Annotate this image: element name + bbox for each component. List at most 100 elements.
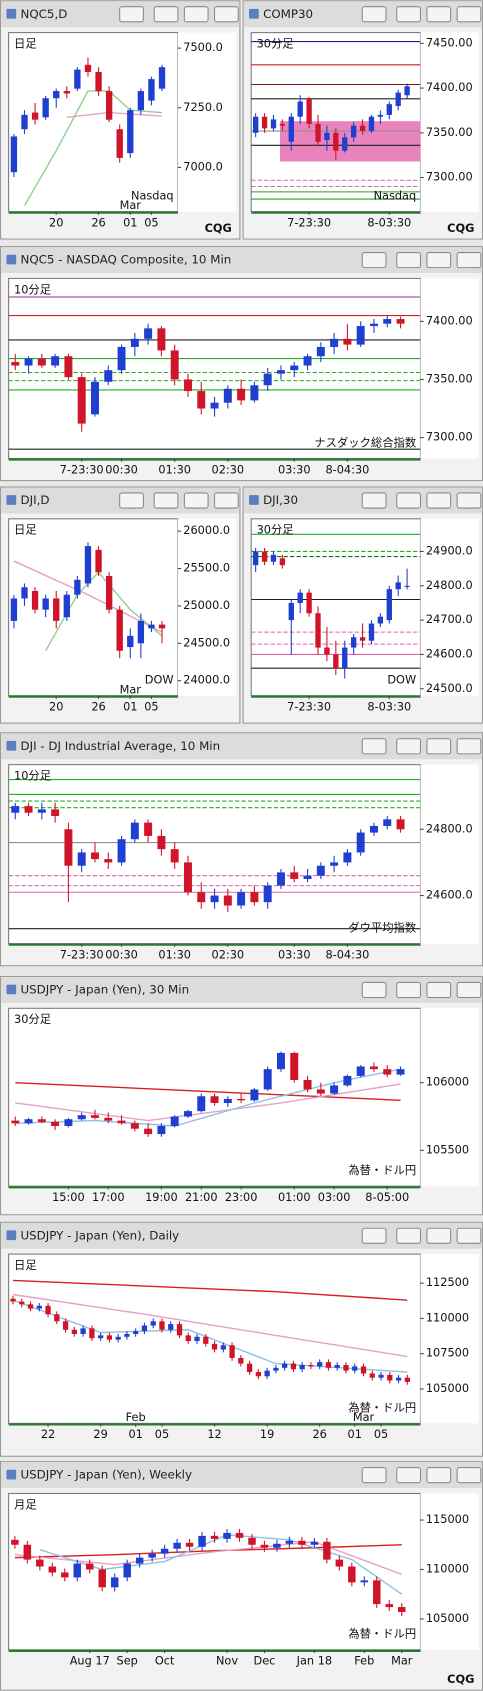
candle-body xyxy=(133,1331,139,1334)
candle-body xyxy=(252,551,259,566)
candle-body xyxy=(263,373,272,386)
window-button[interactable] xyxy=(396,981,422,999)
window-button[interactable] xyxy=(456,492,482,509)
candle-body xyxy=(368,623,375,641)
candle-body xyxy=(198,1535,206,1547)
plot-area xyxy=(8,1253,422,1424)
instrument-label: 為替・ドル円 xyxy=(348,1400,416,1414)
candle-body xyxy=(27,1304,34,1309)
link-button[interactable] xyxy=(119,6,144,23)
timeframe-label: 月足 xyxy=(14,1497,37,1511)
y-tick-label: 112500 xyxy=(426,1275,469,1289)
instrument-label: Nasdaq xyxy=(374,188,417,202)
window-button[interactable] xyxy=(153,6,179,23)
window-button[interactable] xyxy=(426,6,452,23)
candle-body xyxy=(71,1329,77,1334)
candle-body xyxy=(297,592,303,603)
window-button[interactable] xyxy=(396,1467,422,1484)
candle-body xyxy=(130,338,139,347)
link-button[interactable] xyxy=(361,251,387,269)
moving-average xyxy=(14,1544,402,1559)
candle-body xyxy=(229,1345,235,1358)
candle-body xyxy=(298,1540,306,1545)
candle-body xyxy=(127,110,134,154)
link-button[interactable] xyxy=(361,738,387,755)
window-button[interactable] xyxy=(426,251,452,269)
window-button[interactable] xyxy=(214,6,239,23)
x-tick-label: 01:30 xyxy=(158,462,191,476)
candle-body xyxy=(116,129,123,158)
y-tick-label: 24700.0 xyxy=(426,612,473,626)
window-button[interactable] xyxy=(426,1467,452,1484)
candle-body xyxy=(157,835,166,850)
window-button[interactable] xyxy=(426,492,452,509)
candle-body xyxy=(144,1128,153,1135)
link-button[interactable] xyxy=(361,981,387,999)
plot-content xyxy=(251,41,421,200)
candle-body xyxy=(333,132,339,151)
candle-body xyxy=(124,1333,130,1337)
window-button[interactable] xyxy=(426,738,452,755)
window-button[interactable] xyxy=(396,251,422,269)
candle-body xyxy=(10,136,18,173)
window-button[interactable] xyxy=(183,6,209,23)
candle-body xyxy=(306,98,312,124)
y-tick-label: 7300.00 xyxy=(426,170,473,184)
candle-body xyxy=(73,1563,82,1578)
candle-body xyxy=(343,338,352,345)
link-button[interactable] xyxy=(361,1467,387,1484)
window-button[interactable] xyxy=(426,1227,452,1244)
y-tick-label: 110000 xyxy=(426,1310,469,1324)
link-button[interactable] xyxy=(361,1227,387,1244)
window-button[interactable] xyxy=(456,251,482,269)
window-button[interactable] xyxy=(396,738,422,755)
moving-average xyxy=(12,1279,408,1301)
window-button[interactable] xyxy=(214,492,239,509)
candle-body xyxy=(210,402,219,409)
candle-body xyxy=(285,1540,294,1544)
window-button[interactable] xyxy=(183,492,209,509)
window-button[interactable] xyxy=(456,738,482,755)
logo: CQG xyxy=(205,221,232,235)
y-tick-label: 24900.0 xyxy=(426,543,473,557)
y-tick-label: 105500 xyxy=(426,1142,469,1156)
candle-body xyxy=(404,86,410,96)
window-button[interactable] xyxy=(456,1467,482,1484)
window-button[interactable] xyxy=(456,981,482,999)
y-tick-label: 26000.0 xyxy=(183,523,230,537)
link-button[interactable] xyxy=(361,492,387,509)
candle-body xyxy=(263,1069,272,1090)
x-tick-label: Sep xyxy=(117,1654,138,1668)
window-button[interactable] xyxy=(396,6,422,23)
x-tick-label: 7-23:30 xyxy=(60,947,104,961)
candle-body xyxy=(89,1328,95,1339)
y-tick-label: 107500 xyxy=(426,1346,469,1360)
candle-body xyxy=(105,576,113,610)
x-tick-label: 01 xyxy=(123,215,137,229)
window-button[interactable] xyxy=(153,492,179,509)
candle-body xyxy=(130,822,139,840)
price-axis xyxy=(177,518,237,696)
link-button[interactable] xyxy=(361,6,387,23)
candle-body xyxy=(223,1098,232,1103)
link-button[interactable] xyxy=(119,492,144,509)
candle-body xyxy=(19,1301,25,1305)
window-button[interactable] xyxy=(456,1227,482,1244)
window-button[interactable] xyxy=(396,492,422,509)
candle-body xyxy=(350,637,357,648)
plot-area xyxy=(8,32,179,213)
window-button[interactable] xyxy=(396,1227,422,1244)
candle-body xyxy=(404,1377,410,1382)
candle-body xyxy=(148,1553,156,1558)
y-tick-label: 24800.0 xyxy=(426,578,473,592)
candle-body xyxy=(360,1366,367,1374)
x-tick-label: 22 xyxy=(41,1427,55,1441)
candle-body xyxy=(36,1559,44,1567)
window-button[interactable] xyxy=(426,981,452,999)
y-tick-label: 25500.0 xyxy=(183,561,230,575)
x-tick-label: 05 xyxy=(155,1427,169,1441)
candle-body xyxy=(11,1539,19,1545)
window-button[interactable] xyxy=(456,6,482,23)
candle-body xyxy=(387,1374,393,1381)
